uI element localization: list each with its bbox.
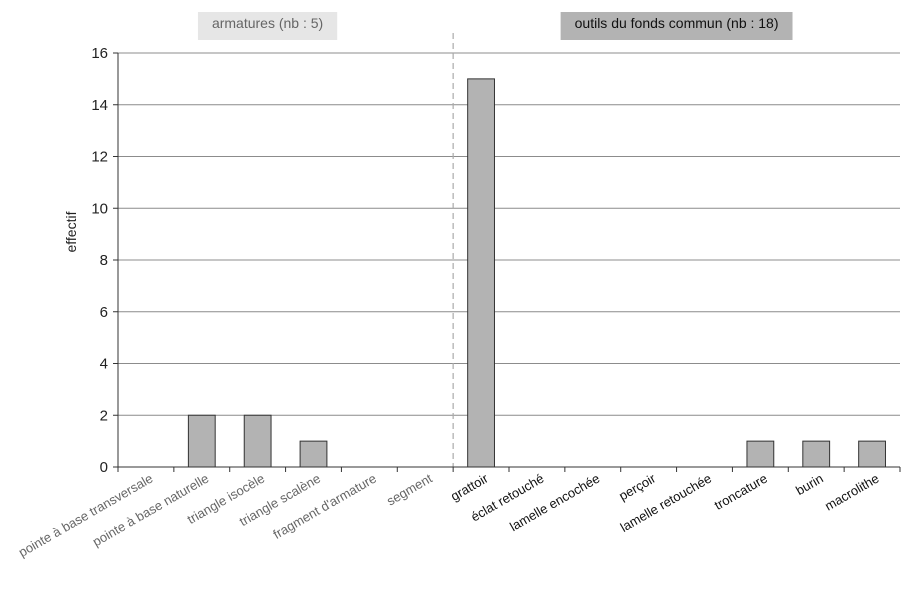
group-label: outils du fonds commun (nb : 18): [575, 15, 779, 31]
bar: [299, 440, 328, 468]
group-headers: armatures (nb : 5) outils du fonds commun…: [197, 12, 793, 40]
bars: [187, 78, 886, 468]
y-tick-label: 0: [100, 459, 108, 476]
grid-lines: [118, 33, 900, 467]
x-category-label: troncature: [712, 471, 770, 513]
group-label-box: [197, 12, 338, 40]
y-tick-label: 14: [91, 97, 108, 114]
x-category-label: macrolithe: [822, 471, 881, 514]
x-category-label: grattoir: [448, 470, 491, 504]
bar: [187, 414, 216, 468]
bar: [858, 440, 886, 468]
group-label-box: [560, 12, 793, 40]
y-axis-title: effectif: [63, 211, 79, 252]
y-tick-label: 6: [100, 304, 108, 321]
x-category-label: segment: [384, 470, 435, 508]
x-category-label: burin: [793, 471, 826, 498]
y-tick-label: 4: [100, 356, 108, 373]
bar: [746, 440, 775, 468]
y-tick-label: 12: [91, 149, 108, 166]
y-tick-label: 10: [91, 200, 108, 217]
bar: [243, 414, 272, 468]
group-label: armatures (nb : 5): [212, 15, 323, 31]
x-category-label: perçoir: [616, 470, 658, 503]
x-category-label: fragment d'armature: [270, 471, 379, 542]
bar: [467, 78, 495, 468]
axes: 0 2 4 6 8 10 12 14 16: [91, 45, 901, 476]
y-tick-label: 16: [91, 45, 108, 62]
y-tick-label: 2: [100, 407, 108, 424]
y-tick-label: 8: [100, 252, 108, 269]
bar: [802, 440, 831, 468]
